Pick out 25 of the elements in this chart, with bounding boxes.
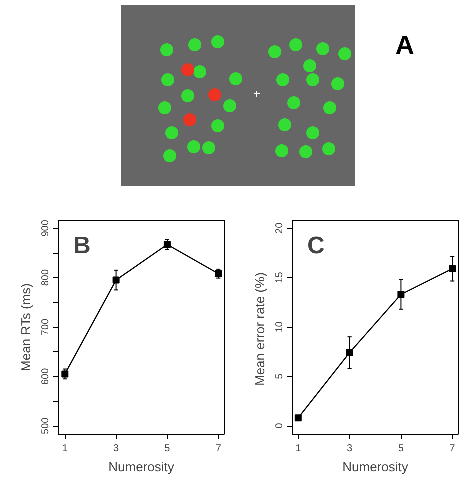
x-tick-label: 5 — [164, 444, 171, 454]
y-tick-label: 0 — [274, 422, 286, 429]
x-tick-label: 3 — [114, 444, 120, 454]
x-axis-title: Numerosity — [108, 460, 175, 474]
x-tick-label: 1 — [296, 444, 302, 454]
y-axis-title: Mean error rate (%) — [252, 272, 268, 386]
x-tick-label: 7 — [450, 444, 456, 454]
y-tick-label: 700 — [40, 318, 52, 336]
text: B — [74, 232, 91, 260]
text: C — [308, 232, 325, 260]
y-tick-label: 600 — [40, 368, 52, 386]
y-tick-label: 5 — [274, 373, 286, 380]
y-tick-label: 500 — [40, 417, 52, 434]
x-tick-label: 7 — [216, 444, 222, 454]
x-tick-label: 1 — [62, 444, 68, 454]
text: A — [396, 30, 415, 60]
x-axis-title: Numerosity — [342, 460, 409, 474]
y-tick-label: 800 — [40, 269, 52, 286]
x-tick-label: 5 — [398, 444, 404, 454]
y-axis-title: Mean RTs (ms) — [18, 284, 34, 372]
y-tick-label: 900 — [40, 220, 52, 237]
y-tick-label: 20 — [274, 222, 286, 234]
x-tick-label: 3 — [347, 444, 354, 454]
y-tick-label: 15 — [274, 272, 286, 284]
y-tick-label: 10 — [274, 321, 286, 333]
